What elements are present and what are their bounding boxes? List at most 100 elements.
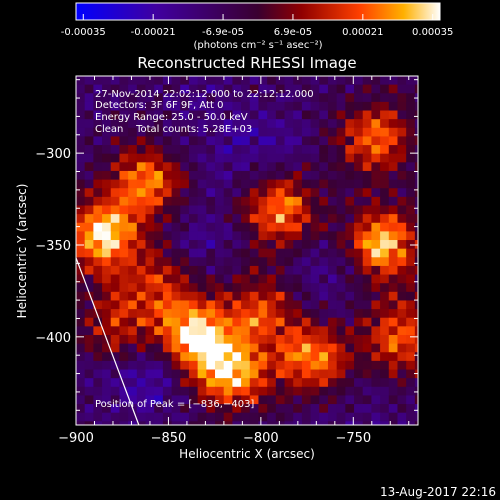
heatmap-cell [406, 412, 416, 422]
heatmap-cell [110, 343, 121, 353]
heatmap-cell [293, 84, 303, 94]
heatmap-cell [275, 196, 286, 207]
heatmap-cell [84, 257, 94, 267]
heatmap-cell [223, 317, 233, 327]
heatmap-cell [206, 352, 216, 362]
heatmap-cell [371, 170, 381, 181]
heatmap-cell [362, 265, 373, 276]
heatmap-cell [93, 101, 103, 112]
heatmap-cell [371, 309, 381, 319]
heatmap-cell [249, 145, 260, 155]
heatmap-cell [388, 110, 399, 120]
heatmap-cell [267, 317, 277, 327]
heatmap-cell [223, 265, 233, 276]
heatmap-cell [162, 257, 173, 267]
heatmap-cell [145, 360, 155, 371]
heatmap-cell [197, 162, 207, 172]
heatmap-cell [371, 145, 381, 155]
heatmap-cell [145, 291, 155, 302]
heatmap-cell [258, 170, 268, 181]
heatmap-cell [327, 153, 338, 163]
heatmap-cell [327, 188, 338, 198]
heatmap-cell [197, 404, 207, 414]
heatmap-cell [345, 395, 355, 405]
heatmap-cell [171, 412, 181, 422]
heatmap-cell [327, 334, 338, 345]
heatmap-cell [232, 214, 242, 224]
heatmap-cell [128, 170, 138, 181]
heatmap-cell [206, 214, 216, 224]
heatmap-cell [414, 76, 418, 86]
heatmap-cell [319, 179, 329, 189]
heatmap-cell [102, 170, 112, 181]
heatmap-cell [345, 257, 355, 267]
heatmap-cell [258, 334, 268, 345]
heatmap-cell [110, 326, 121, 336]
heatmap-cell [145, 214, 155, 224]
heatmap-cell [154, 205, 164, 215]
heatmap-cell [197, 334, 207, 345]
heatmap-cell [310, 162, 320, 172]
heatmap-cell [171, 93, 181, 103]
heatmap-cell [128, 162, 138, 172]
heatmap-cell [154, 421, 164, 425]
heatmap-cell [119, 283, 129, 293]
heatmap-cell [258, 188, 268, 198]
heatmap-cell [154, 378, 164, 388]
heatmap-cell [145, 309, 155, 319]
heatmap-cell [284, 395, 294, 405]
heatmap-cell [397, 127, 407, 138]
heatmap-cell [354, 196, 364, 207]
heatmap-cell [380, 386, 390, 397]
heatmap-cell [232, 119, 242, 129]
heatmap-cell [310, 412, 320, 422]
heatmap-cell [327, 205, 338, 215]
heatmap-cell [206, 231, 216, 241]
heatmap-cell [162, 84, 173, 94]
x-tick-label: −850 [151, 431, 187, 446]
heatmap-cell [301, 145, 312, 155]
heatmap-cell [215, 274, 225, 284]
heatmap-cell [258, 343, 268, 353]
heatmap-cell [119, 309, 129, 319]
heatmap-cell [293, 222, 303, 232]
heatmap-cell [284, 283, 294, 293]
heatmap-cell [301, 127, 312, 138]
colorbar-gradient [75, 2, 441, 21]
heatmap-cell [76, 283, 86, 293]
heatmap-cell [119, 145, 129, 155]
heatmap-cell [206, 421, 216, 425]
heatmap-cell [258, 119, 268, 129]
heatmap-cell [145, 240, 155, 250]
heatmap-cell [310, 214, 320, 224]
heatmap-cell [232, 179, 242, 189]
colorbar-tick-label: -0.00035 [61, 27, 106, 38]
heatmap-cell [414, 188, 418, 198]
heatmap-cell [327, 326, 338, 336]
heatmap-cell [336, 222, 346, 232]
heatmap-cell [406, 334, 416, 345]
heatmap-cell [93, 326, 103, 336]
heatmap-cell [110, 127, 121, 138]
heatmap-cell [110, 412, 121, 422]
heatmap-cell [154, 162, 164, 172]
heatmap-cell [327, 101, 338, 112]
heatmap-cell [310, 145, 320, 155]
heatmap-cell [388, 162, 399, 172]
heatmap-cell [188, 119, 199, 129]
heatmap-cell [267, 179, 277, 189]
heatmap-cell [301, 326, 312, 336]
heatmap-cell [319, 205, 329, 215]
heatmap-cell [215, 84, 225, 94]
heatmap-cell [84, 240, 94, 250]
heatmap-cell [102, 84, 112, 94]
heatmap-cell [180, 240, 190, 250]
heatmap-cell [162, 179, 173, 189]
heatmap-cell [319, 386, 329, 397]
heatmap-cell [414, 222, 418, 232]
heatmap-cell [215, 309, 225, 319]
heatmap-cell [267, 360, 277, 371]
heatmap-cell [241, 421, 251, 425]
y-tick-label: −300 [35, 147, 71, 162]
heatmap-cell [154, 170, 164, 181]
